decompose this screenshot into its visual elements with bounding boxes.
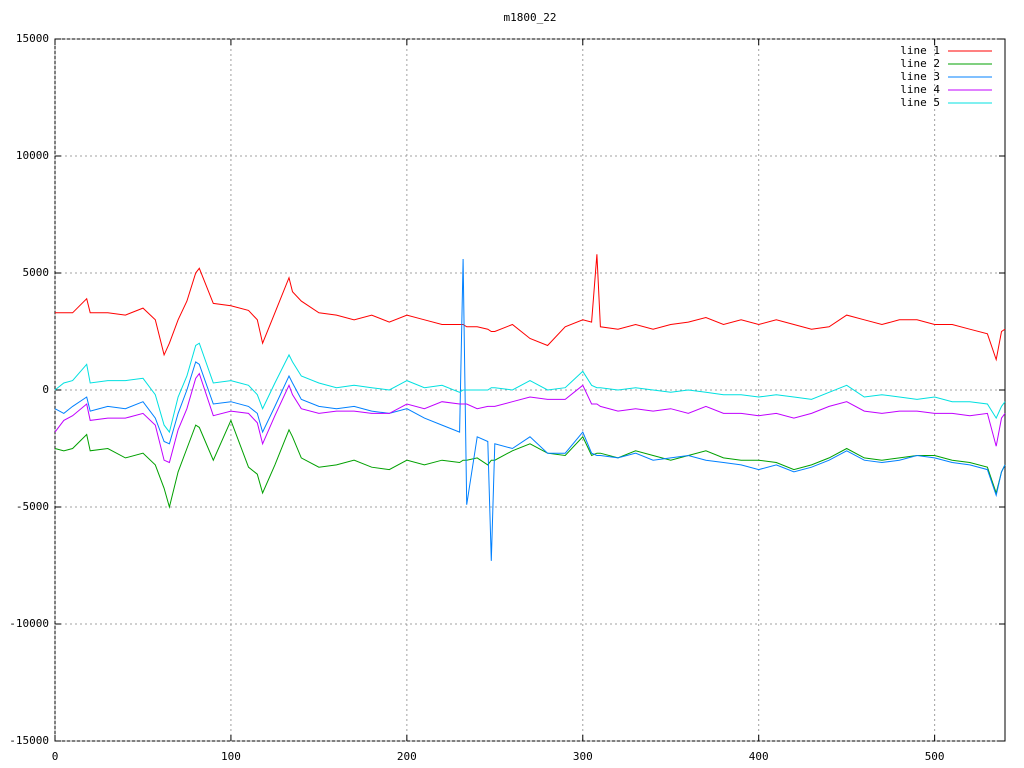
legend-label: line 2 bbox=[900, 57, 940, 70]
chart-title: m1800_22 bbox=[504, 11, 557, 24]
x-tick-label: 200 bbox=[397, 750, 417, 763]
legend-label: line 1 bbox=[900, 44, 940, 57]
x-tick-label: 500 bbox=[925, 750, 945, 763]
y-tick-label: 5000 bbox=[23, 266, 50, 279]
x-tick-label: 0 bbox=[52, 750, 59, 763]
x-tick-label: 300 bbox=[573, 750, 593, 763]
y-tick-label: 15000 bbox=[16, 32, 49, 45]
legend-label: line 4 bbox=[900, 83, 940, 96]
x-tick-label: 100 bbox=[221, 750, 241, 763]
data-line bbox=[54, 372, 1006, 464]
y-tick-label: 0 bbox=[42, 383, 49, 396]
legend-label: line 5 bbox=[900, 96, 940, 109]
data-line bbox=[54, 258, 1006, 561]
data-line bbox=[54, 342, 1006, 434]
y-tick-label: -15000 bbox=[9, 734, 49, 747]
y-tick-label: 10000 bbox=[16, 149, 49, 162]
data-line bbox=[54, 419, 1006, 509]
data-line bbox=[55, 254, 1006, 362]
y-tick-label: -5000 bbox=[16, 500, 49, 513]
x-tick-label: 400 bbox=[749, 750, 769, 763]
y-tick-label: -10000 bbox=[9, 617, 49, 630]
legend-label: line 3 bbox=[900, 70, 940, 83]
